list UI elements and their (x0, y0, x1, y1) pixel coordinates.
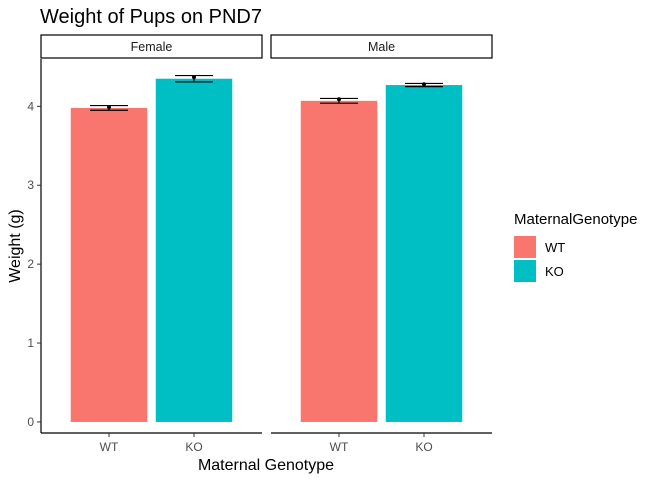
bar-female-wt (70, 107, 148, 422)
x-tick-label: KO (415, 440, 432, 454)
legend-label-wt: WT (545, 240, 565, 255)
facet-strip-label: Male (368, 40, 395, 54)
legend-key-ko (514, 260, 536, 282)
y-tick-label: 1 (27, 336, 34, 350)
facet-panels: Female WT KO Male WT KO 0 1 2 3 4 (27, 34, 493, 454)
legend: MaternalGenotype WT KO (514, 211, 637, 282)
y-tick-label: 4 (27, 99, 34, 113)
y-tick-label: 3 (27, 178, 34, 192)
y-axis: 0 1 2 3 4 (27, 59, 42, 433)
facet-strip-label: Female (131, 40, 173, 54)
chart-title: Weight of Pups on PND7 (40, 6, 262, 28)
x-tick-label: WT (330, 440, 349, 454)
x-axis-title: Maternal Genotype (198, 457, 334, 474)
facet-panel-female: Female WT KO (40, 34, 263, 454)
y-tick-label: 2 (27, 257, 34, 271)
facet-strip (40, 34, 263, 59)
mean-point (422, 82, 426, 87)
x-tick-label: WT (100, 440, 119, 454)
legend-title: MaternalGenotype (514, 211, 637, 228)
mean-point (107, 105, 111, 110)
x-tick-label: KO (185, 440, 202, 454)
bar-male-wt (300, 100, 378, 422)
legend-label-ko: KO (545, 264, 564, 279)
mean-point (192, 75, 196, 80)
facet-strip (270, 34, 493, 59)
y-axis-title: Weight (g) (7, 209, 24, 283)
bar-male-ko (385, 85, 463, 422)
legend-key-wt (514, 236, 536, 258)
bar-female-ko (155, 78, 233, 422)
facet-panel-male: Male WT KO (270, 34, 493, 454)
y-tick-label: 0 (27, 415, 34, 429)
mean-point (337, 97, 341, 102)
